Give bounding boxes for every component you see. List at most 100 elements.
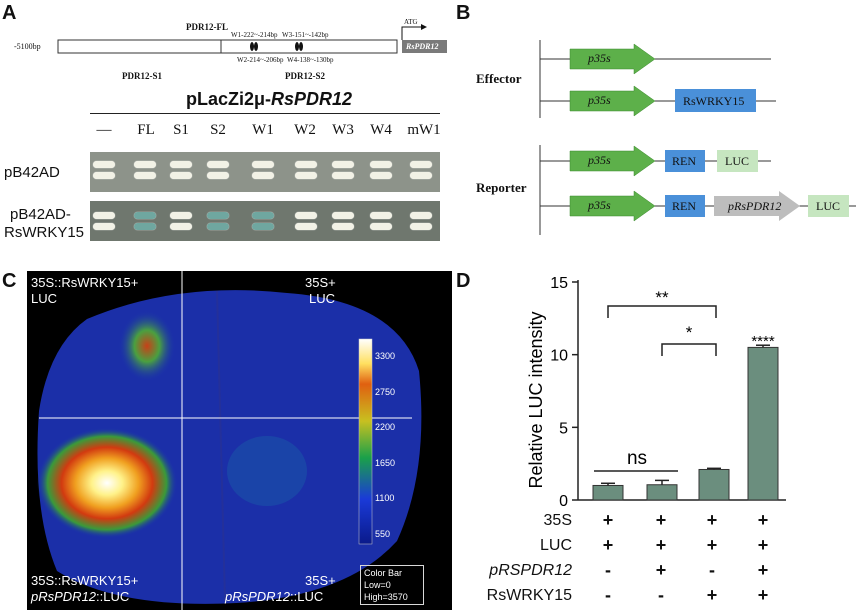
yeast-strip-row2 [90, 201, 440, 241]
rswrky15-label: RsWRKY15 [683, 94, 745, 108]
promoter-map [57, 24, 447, 54]
colony [332, 212, 354, 219]
colony [134, 161, 156, 168]
condition-label: pRSPDR12 [489, 562, 572, 579]
p35s-label: p35s [588, 93, 611, 107]
sig-single-star: * [686, 323, 693, 342]
w1-site [250, 42, 254, 51]
condition-mark: + [602, 510, 614, 530]
bracket-single-star [661, 343, 717, 356]
w3-label: W3-151~-142bp [282, 31, 329, 39]
cb-tick-1650: 1650 [375, 458, 396, 468]
gene-box [402, 40, 447, 53]
legend-line2: Low=0 [364, 580, 391, 590]
panel-label-c: C [2, 270, 17, 292]
s2-segment [220, 39, 398, 54]
row2-label-line2: RsWRKY15 [4, 224, 85, 241]
condition-mark: + [706, 510, 718, 530]
panel-c: 35S::RsWRKY15+ LUC 35S+ LUC 35S::RsWRKY1… [27, 271, 452, 610]
w4-site [299, 42, 303, 51]
col-fl: FL [137, 122, 155, 138]
colony [295, 212, 317, 219]
construct-diagrams [539, 40, 856, 235]
ns-label: ns [627, 448, 647, 469]
tr-label-line2: LUC [309, 291, 336, 306]
y-ticks: 0 5 10 15 [550, 275, 578, 510]
title-underline [90, 113, 440, 114]
atg-label: ATG [404, 18, 418, 26]
p35s-label: p35s [588, 51, 611, 65]
cb-tick-2750: 2750 [375, 387, 396, 397]
colony-blue [252, 212, 274, 219]
colony [170, 212, 192, 219]
w4-label: W4-138~-130bp [287, 56, 334, 64]
luc-box [717, 150, 758, 172]
s1-label: PDR12-S1 [122, 71, 162, 81]
start-label: -5100bp [14, 42, 41, 51]
condition-mark: + [706, 535, 718, 555]
p35s-arrow [569, 85, 656, 117]
colony [410, 223, 432, 230]
condition-mark: + [757, 535, 769, 555]
bars [592, 344, 779, 501]
condition-label: 35S [543, 512, 572, 529]
colony [170, 172, 192, 179]
col-mw1: mW1 [407, 122, 441, 138]
condition-label: RsWRKY15 [486, 587, 572, 604]
colony [93, 223, 115, 230]
p35s-arrow [569, 145, 656, 177]
colony [170, 223, 192, 230]
y-tick-label: 10 [550, 348, 568, 365]
y-tick-label: 5 [559, 420, 568, 437]
cb-tick-2200: 2200 [375, 422, 396, 432]
panel-label-a: A [2, 2, 17, 24]
colony [207, 161, 229, 168]
y-tick-label: 0 [559, 493, 568, 510]
br-label-rest: ::LUC [290, 589, 324, 604]
col-s2: S2 [210, 122, 226, 138]
bl-label-rest: ::LUC [96, 589, 130, 604]
rswrky15-box [675, 89, 756, 112]
colony [410, 212, 432, 219]
hotspot-top-left [119, 311, 175, 381]
s1-segment [57, 39, 222, 54]
br-label-line1: 35S+ [305, 573, 336, 588]
fl-label: PDR12-FL [186, 22, 228, 32]
bracket-double-star [607, 305, 717, 318]
bl-label-italic: pRsPDR12 [31, 589, 97, 604]
sig-four-star: **** [751, 333, 775, 350]
row2-label-line1: pB42AD- [10, 206, 71, 223]
col-empty: — [96, 122, 112, 138]
colony [170, 161, 192, 168]
luc-label: LUC [725, 154, 749, 168]
placzi-title-italic: RsPDR12 [271, 89, 353, 109]
bar [592, 484, 624, 501]
condition-label: LUC [539, 537, 572, 554]
color-bar [358, 338, 373, 545]
luc-box [808, 195, 849, 217]
col-w1: W1 [252, 122, 274, 138]
prspdr12-label: pRsPDR12 [728, 199, 782, 213]
colony [370, 172, 392, 179]
panel-label-b: B [456, 2, 471, 24]
hotspot-bottom-left [37, 428, 177, 538]
colony [93, 161, 115, 168]
colony [252, 161, 274, 168]
yeast-strip-row1 [90, 152, 440, 192]
colony-blue [207, 223, 229, 230]
col-w4: W4 [370, 122, 392, 138]
colony [370, 223, 392, 230]
condition-mark: + [655, 560, 667, 580]
gene-box-label: RsPDR12 [406, 42, 439, 51]
condition-mark: - [658, 585, 664, 605]
ren-label: REN [672, 199, 696, 213]
row1-label: pB42AD [4, 164, 60, 181]
legend-line1: Color Bar [364, 568, 403, 578]
p35s-label: p35s [588, 153, 611, 167]
condition-mark: + [757, 585, 769, 605]
y-tick-label: 15 [550, 275, 568, 292]
bl-label-line1: 35S::RsWRKY15+ [31, 573, 139, 588]
col-w2: W2 [294, 122, 316, 138]
luciferase-image [37, 271, 422, 610]
colony [252, 172, 274, 179]
